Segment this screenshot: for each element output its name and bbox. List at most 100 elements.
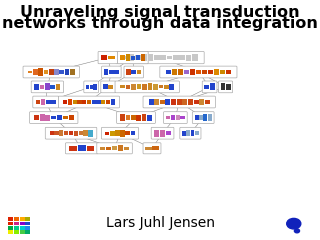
Bar xyxy=(141,54,147,61)
Bar xyxy=(120,55,125,60)
Bar xyxy=(186,54,191,61)
Bar xyxy=(64,132,68,135)
Bar xyxy=(136,114,141,121)
Bar xyxy=(44,70,48,74)
FancyBboxPatch shape xyxy=(30,112,78,123)
Bar xyxy=(92,100,96,104)
Bar xyxy=(8,217,13,221)
Bar xyxy=(154,99,159,105)
Bar xyxy=(56,84,60,90)
Bar xyxy=(148,99,154,105)
FancyBboxPatch shape xyxy=(180,127,201,139)
Bar xyxy=(20,230,25,234)
Bar xyxy=(46,100,51,104)
Bar xyxy=(142,84,147,90)
Bar xyxy=(167,56,172,59)
Bar xyxy=(195,115,199,120)
Bar xyxy=(220,70,225,74)
Bar xyxy=(78,145,85,151)
Bar xyxy=(165,99,171,105)
Bar xyxy=(25,222,30,225)
FancyBboxPatch shape xyxy=(117,112,156,123)
Bar xyxy=(147,114,152,121)
Bar xyxy=(190,69,195,75)
FancyBboxPatch shape xyxy=(219,81,233,93)
Bar xyxy=(74,131,78,136)
Bar xyxy=(8,226,13,230)
Bar xyxy=(166,131,171,135)
Bar xyxy=(106,147,111,150)
Bar xyxy=(135,55,140,60)
FancyBboxPatch shape xyxy=(115,81,180,93)
Bar xyxy=(220,83,225,90)
Text: Lars Juhl Jensen: Lars Juhl Jensen xyxy=(106,216,214,230)
Bar xyxy=(166,116,170,119)
Bar xyxy=(120,85,125,88)
Bar xyxy=(154,130,159,137)
Bar xyxy=(184,70,189,74)
Bar xyxy=(54,69,59,75)
Bar xyxy=(41,99,45,105)
Bar xyxy=(70,69,75,75)
Bar xyxy=(166,70,171,74)
Bar xyxy=(226,84,231,90)
Bar xyxy=(106,100,110,104)
FancyBboxPatch shape xyxy=(116,51,204,64)
FancyBboxPatch shape xyxy=(151,127,174,139)
Bar xyxy=(214,69,219,75)
Bar xyxy=(14,230,19,234)
FancyBboxPatch shape xyxy=(202,81,217,93)
Bar xyxy=(100,147,105,150)
FancyBboxPatch shape xyxy=(31,81,63,93)
Bar xyxy=(112,146,117,150)
FancyBboxPatch shape xyxy=(101,81,116,93)
Bar xyxy=(148,54,153,61)
Text: networks through data integration: networks through data integration xyxy=(2,16,318,30)
Bar xyxy=(125,54,130,61)
Bar xyxy=(110,131,115,136)
Bar xyxy=(69,115,74,120)
Bar xyxy=(59,130,63,136)
Bar xyxy=(34,84,39,90)
Bar xyxy=(182,131,186,136)
Bar xyxy=(34,115,39,120)
FancyBboxPatch shape xyxy=(101,127,139,139)
Bar xyxy=(142,114,147,121)
Bar xyxy=(96,100,100,104)
Bar xyxy=(170,84,174,90)
Bar xyxy=(132,70,136,74)
FancyBboxPatch shape xyxy=(164,112,187,123)
Bar xyxy=(164,85,169,89)
Bar xyxy=(188,98,193,106)
Bar xyxy=(125,131,130,135)
Bar xyxy=(14,217,19,221)
Bar xyxy=(180,55,185,60)
Bar xyxy=(8,230,13,234)
Bar xyxy=(158,85,163,88)
FancyBboxPatch shape xyxy=(97,143,132,154)
Bar xyxy=(160,130,165,137)
Bar xyxy=(86,84,89,89)
Bar xyxy=(108,84,114,89)
Bar xyxy=(125,85,130,89)
Bar xyxy=(87,100,91,104)
Bar xyxy=(199,115,203,120)
FancyBboxPatch shape xyxy=(143,96,215,108)
FancyBboxPatch shape xyxy=(66,143,98,154)
FancyBboxPatch shape xyxy=(84,81,99,93)
Bar xyxy=(49,69,53,75)
Bar xyxy=(25,217,30,221)
Bar xyxy=(129,54,134,61)
Bar xyxy=(25,226,30,230)
Bar xyxy=(14,226,19,230)
Bar xyxy=(172,69,177,75)
Bar xyxy=(69,146,76,151)
Circle shape xyxy=(294,229,300,233)
Bar xyxy=(90,84,93,89)
Bar xyxy=(171,99,176,105)
FancyBboxPatch shape xyxy=(59,96,120,108)
Bar xyxy=(182,99,187,105)
Bar xyxy=(101,100,105,104)
Bar xyxy=(137,84,141,90)
Bar xyxy=(145,147,152,150)
